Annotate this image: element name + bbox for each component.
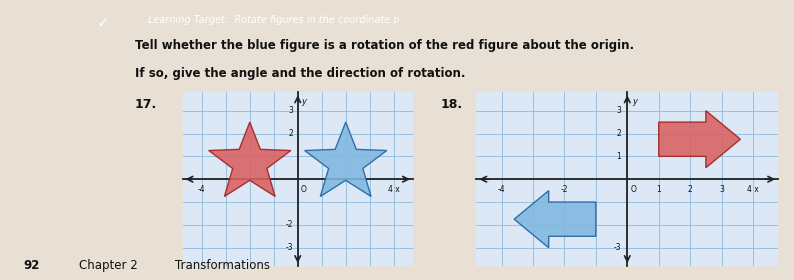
Text: 1: 1 — [657, 185, 661, 194]
Text: 3: 3 — [719, 185, 724, 194]
Polygon shape — [515, 191, 596, 248]
Text: O: O — [301, 185, 306, 194]
Text: -2: -2 — [286, 220, 293, 229]
Polygon shape — [659, 111, 740, 168]
Text: 17.: 17. — [135, 98, 157, 111]
Polygon shape — [209, 122, 291, 197]
Text: 2: 2 — [288, 129, 293, 138]
Text: 2: 2 — [688, 185, 692, 194]
Text: 2: 2 — [616, 129, 621, 138]
Text: Chapter 2: Chapter 2 — [79, 259, 138, 272]
Text: Transformations: Transformations — [175, 259, 270, 272]
Polygon shape — [305, 122, 387, 197]
Text: 4 x: 4 x — [387, 185, 399, 194]
Text: 3: 3 — [616, 106, 621, 115]
Text: -4: -4 — [198, 185, 206, 194]
Text: -3: -3 — [613, 243, 621, 252]
Text: 18.: 18. — [441, 98, 463, 111]
Text: -3: -3 — [285, 243, 293, 252]
Text: 4 x: 4 x — [747, 185, 759, 194]
Text: -4: -4 — [498, 185, 505, 194]
Text: -2: -2 — [561, 185, 569, 194]
Text: 1: 1 — [616, 152, 621, 161]
Text: If so, give the angle and the direction of rotation.: If so, give the angle and the direction … — [135, 67, 465, 80]
Text: ✓: ✓ — [97, 15, 110, 30]
Text: Tell whether the blue figure is a rotation of the red figure about the origin.: Tell whether the blue figure is a rotati… — [135, 39, 634, 52]
Text: 3: 3 — [288, 106, 293, 115]
Text: y: y — [632, 97, 637, 106]
Text: O: O — [631, 185, 637, 194]
Text: y: y — [302, 97, 306, 106]
Text: 92: 92 — [24, 259, 40, 272]
Text: Learning Target:  Rotate figures in the coordinate p: Learning Target: Rotate figures in the c… — [148, 15, 399, 25]
